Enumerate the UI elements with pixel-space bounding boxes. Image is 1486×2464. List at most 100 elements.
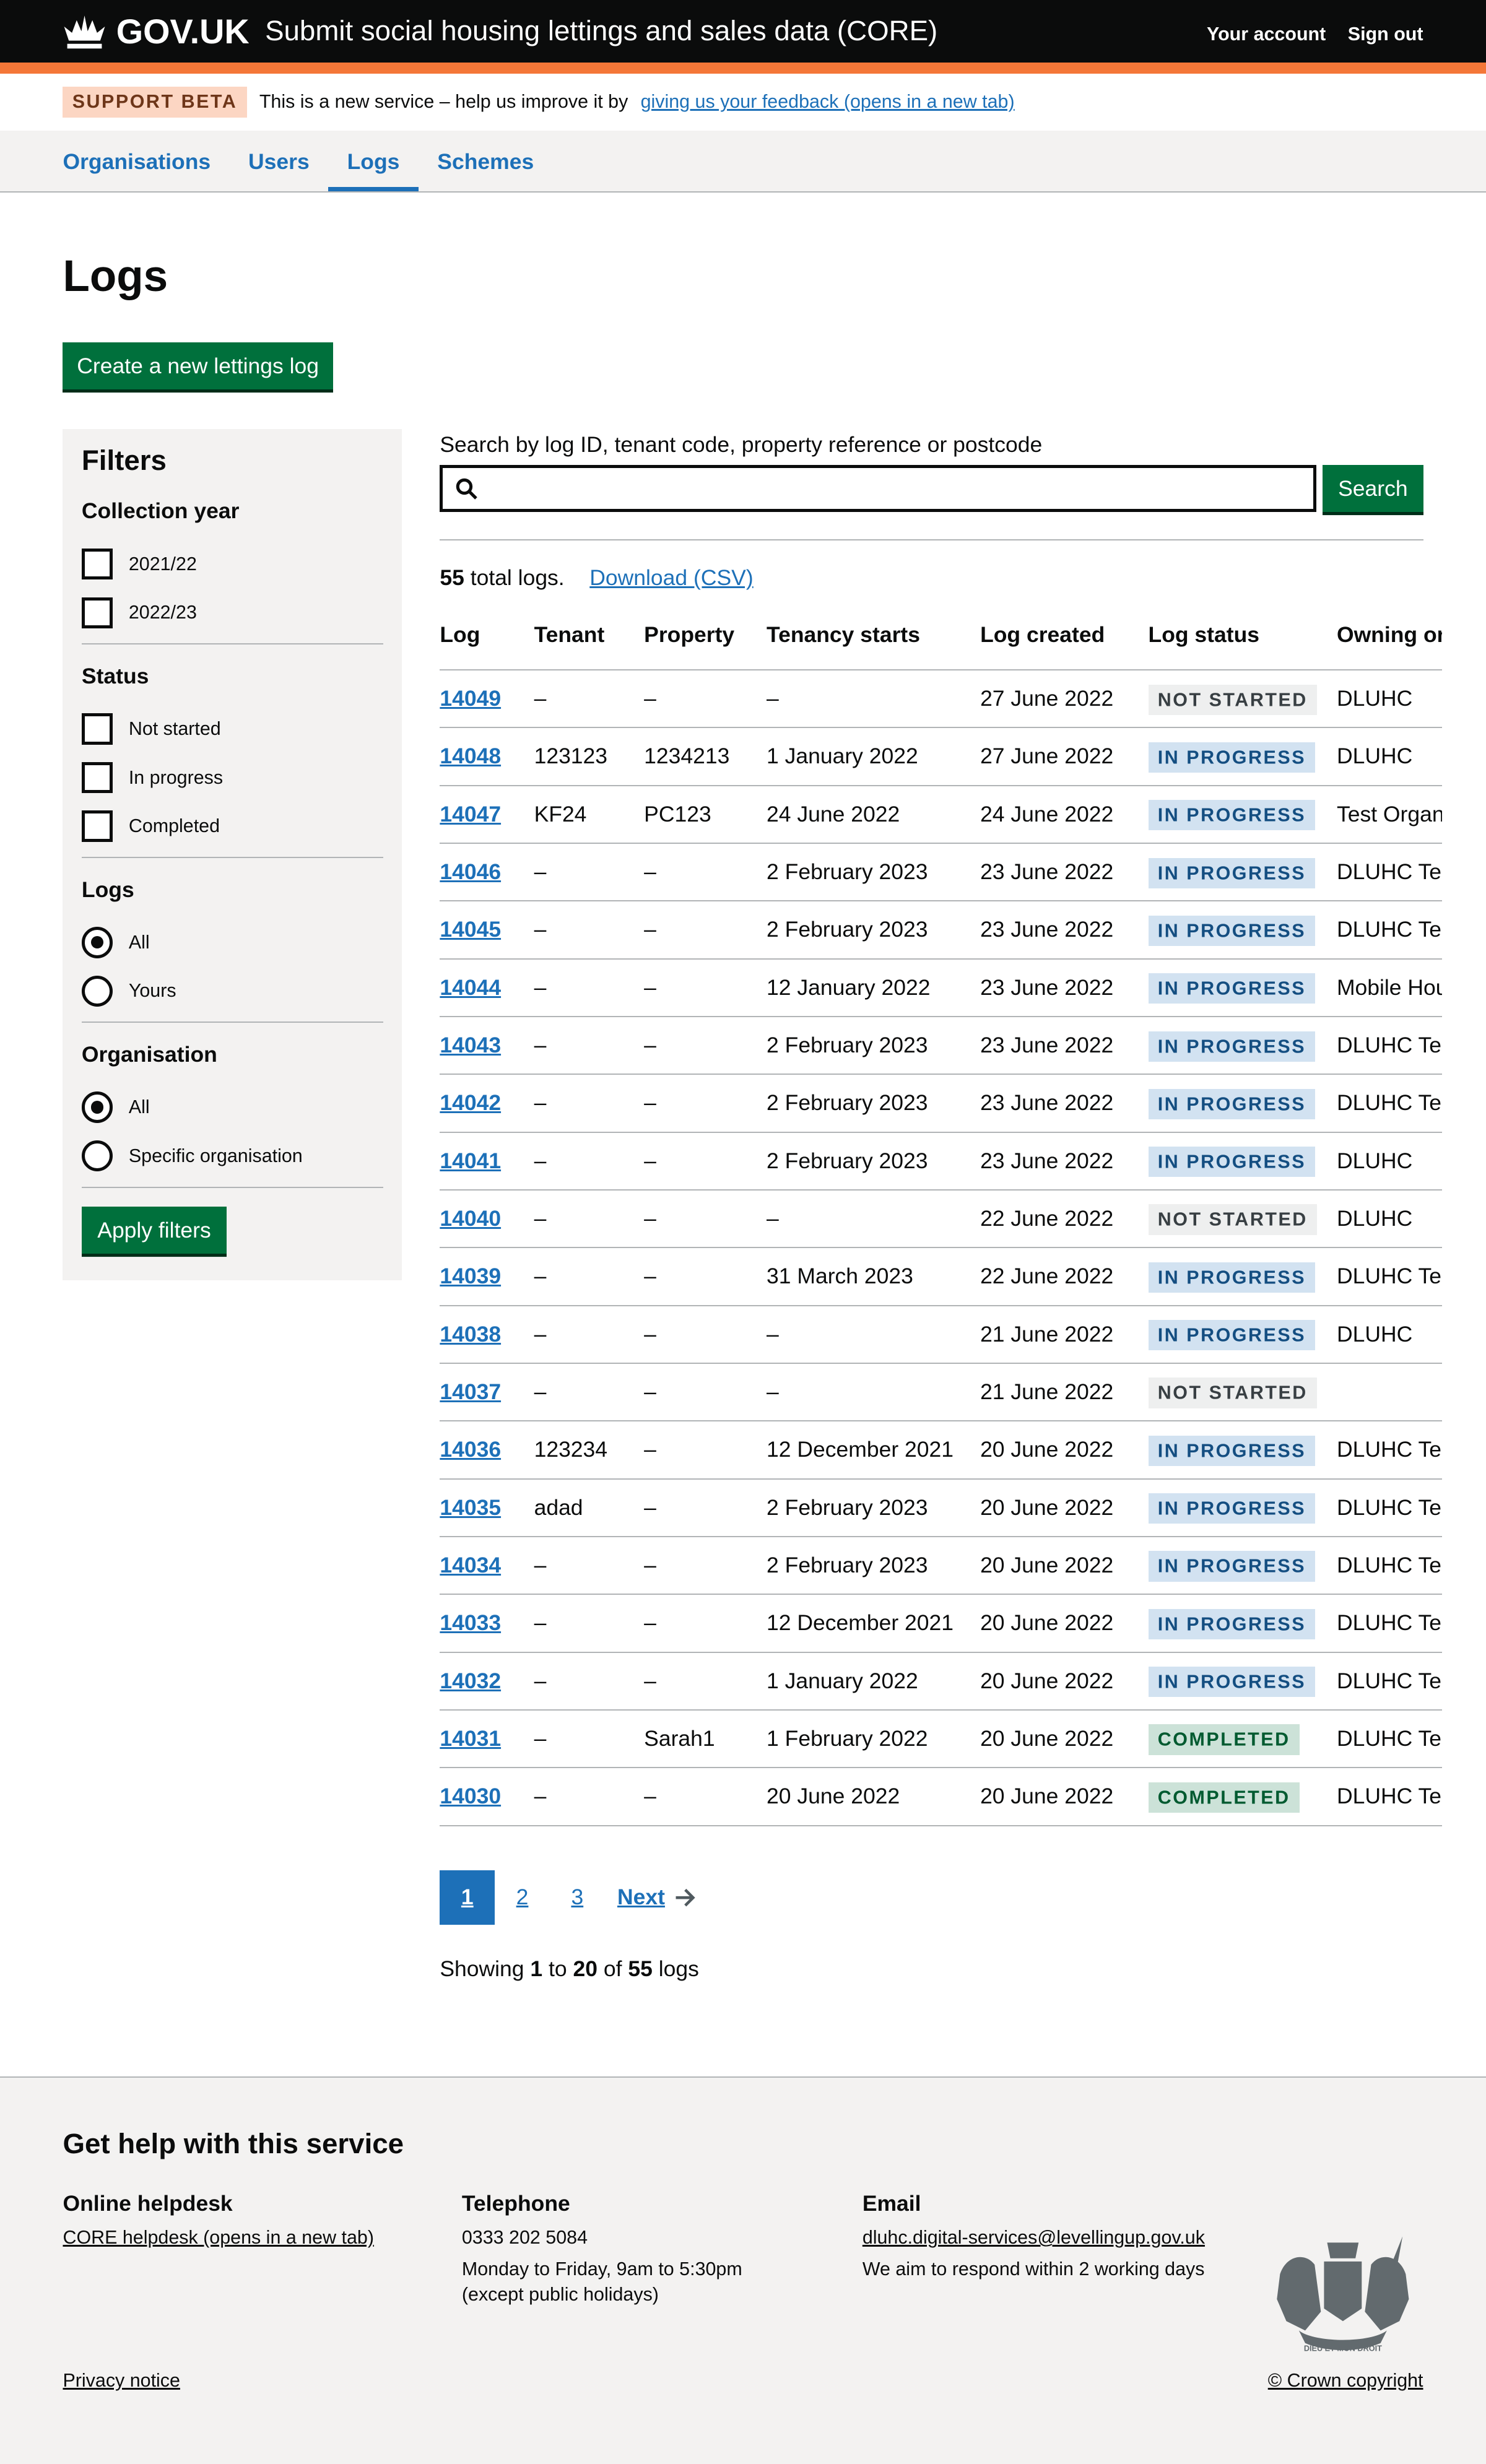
- nav-logs[interactable]: Logs: [328, 131, 419, 192]
- table-cell: –: [534, 1709, 645, 1769]
- log-link[interactable]: 14047: [440, 801, 502, 826]
- status-cell: IN PROGRESS: [1148, 1594, 1337, 1653]
- search-label: Search by log ID, tenant code, property …: [440, 432, 1043, 457]
- table-cell: 20 June 2022: [767, 1768, 981, 1826]
- log-link[interactable]: 14031: [440, 1726, 502, 1751]
- table-cell: Sarah1: [644, 1709, 767, 1769]
- table-row: 14038– – –21 June 2022 IN PROGRESS DLUHC: [440, 1305, 1442, 1364]
- log-link[interactable]: 14041: [440, 1148, 502, 1173]
- page-1-link[interactable]: 1: [440, 1870, 495, 1925]
- table-cell: DLUHC Tes: [1336, 1594, 1442, 1653]
- table-row: 14033– –12 December 2021 20 June 2022 IN PR…: [440, 1594, 1442, 1653]
- log-id-cell: 14043: [440, 1016, 534, 1075]
- radio[interactable]: [81, 1140, 113, 1172]
- table-cell: 20 June 2022: [980, 1594, 1149, 1653]
- arrow-right-icon[interactable]: [674, 1888, 697, 1907]
- radio[interactable]: [81, 926, 113, 958]
- log-link[interactable]: 14049: [440, 686, 502, 711]
- log-link[interactable]: 14039: [440, 1264, 502, 1289]
- govuk-logo[interactable]: GOV.UK Submit social housing lettings an…: [63, 11, 937, 51]
- feedback-link[interactable]: giving us your feedback (opens in a new …: [640, 91, 1015, 113]
- crown-icon: [64, 15, 105, 49]
- log-id-cell: 14046: [440, 843, 534, 902]
- log-link[interactable]: 14040: [440, 1206, 502, 1231]
- table-row: 14031 – Sarah1 1 February 2022 20 June 2022 C…: [440, 1709, 1442, 1769]
- checkbox-2021-22[interactable]: 2021/22: [81, 540, 383, 589]
- radio-logs-all[interactable]: All: [81, 918, 383, 967]
- nav-organisations[interactable]: Organisations: [63, 149, 211, 174]
- log-link[interactable]: 14030: [440, 1784, 502, 1809]
- table-cell: DLUHC Tes: [1336, 1074, 1442, 1133]
- apply-filters-button[interactable]: Apply filters: [81, 1206, 227, 1254]
- table-cell: 24 June 2022: [767, 785, 981, 844]
- sign-out-link[interactable]: Sign out: [1347, 24, 1423, 45]
- radio-org-all[interactable]: All: [81, 1083, 383, 1132]
- status-badge: IN PROGRESS: [1148, 1667, 1316, 1698]
- your-account-link[interactable]: Your account: [1207, 24, 1326, 45]
- status-cell: IN PROGRESS: [1148, 1305, 1337, 1364]
- status-cell: NOT STARTED: [1148, 669, 1337, 729]
- checkbox[interactable]: [81, 761, 113, 794]
- log-link[interactable]: 14036: [440, 1437, 502, 1462]
- status-badge: IN PROGRESS: [1148, 1031, 1316, 1062]
- download-csv-link[interactable]: Download (CSV): [589, 565, 754, 591]
- checkbox-not-started[interactable]: Not started: [81, 705, 383, 753]
- log-link[interactable]: 14044: [440, 974, 502, 1000]
- table-cell: –: [644, 901, 767, 960]
- log-link[interactable]: 14046: [440, 859, 502, 885]
- table-cell: DLUHC: [1336, 727, 1442, 786]
- page-2-link[interactable]: 2: [516, 1885, 529, 1910]
- log-link[interactable]: 14042: [440, 1090, 502, 1116]
- nav-schemes[interactable]: Schemes: [437, 149, 534, 174]
- status-cell: IN PROGRESS: [1148, 1478, 1337, 1537]
- table-cell: 2 February 2023: [767, 901, 981, 960]
- radio[interactable]: [81, 975, 113, 1007]
- log-link[interactable]: 14035: [440, 1494, 502, 1520]
- page-3-link[interactable]: 3: [571, 1885, 584, 1910]
- email-link[interactable]: dluhc.digital-services@levellingup.gov.u…: [862, 2227, 1205, 2249]
- table-cell: 31 March 2023: [767, 1247, 981, 1306]
- checkbox[interactable]: [81, 597, 113, 629]
- table-cell: –: [644, 1536, 767, 1595]
- search-input[interactable]: [440, 465, 1316, 513]
- table-row: 14042– –2 February 2023 23 June 2022 IN PRO…: [440, 1074, 1442, 1133]
- next-page-link[interactable]: Next: [617, 1885, 665, 1910]
- option-label: In progress: [128, 766, 224, 788]
- search-button[interactable]: Search: [1323, 465, 1423, 513]
- crest-motto: DIEU ET MON DROIT: [1304, 2344, 1382, 2353]
- nav-users[interactable]: Users: [248, 149, 310, 174]
- radio-logs-yours[interactable]: Yours: [81, 967, 383, 1016]
- log-link[interactable]: 14032: [440, 1668, 502, 1693]
- crown-copyright-link[interactable]: © Crown copyright: [1267, 2369, 1423, 2391]
- table-row: 14030– –20 June 2022 20 June 2022 COMPLETED…: [440, 1768, 1442, 1826]
- privacy-notice-link[interactable]: Privacy notice: [63, 2369, 180, 2391]
- checkbox[interactable]: [81, 548, 113, 580]
- log-link[interactable]: 14048: [440, 744, 502, 769]
- table-cell: –: [534, 1536, 645, 1595]
- phase-banner: SUPPORT BETA This is a new service – hel…: [0, 74, 1486, 130]
- telephone-hours: Monday to Friday, 9am to 5:30pm: [461, 2258, 742, 2280]
- create-lettings-log-button[interactable]: Create a new lettings log: [63, 342, 333, 390]
- checkbox[interactable]: [81, 810, 113, 842]
- log-link[interactable]: 14037: [440, 1379, 502, 1405]
- log-link[interactable]: 14045: [440, 917, 502, 942]
- log-link[interactable]: 14038: [440, 1321, 502, 1347]
- radio-org-specific[interactable]: Specific organisation: [81, 1132, 383, 1181]
- checkbox-completed[interactable]: Completed: [81, 802, 383, 851]
- checkbox[interactable]: [81, 713, 113, 745]
- service-name[interactable]: Submit social housing lettings and sales…: [265, 15, 938, 47]
- column-header: Tenant: [534, 622, 645, 670]
- log-id-cell: 14034: [440, 1536, 534, 1595]
- status-badge: IN PROGRESS: [1148, 742, 1316, 773]
- log-link[interactable]: 14034: [440, 1553, 502, 1578]
- checkbox-in-progress[interactable]: In progress: [81, 753, 383, 802]
- table-cell: DLUHC: [1336, 1132, 1442, 1191]
- checkbox-2022-23[interactable]: 2022/23: [81, 588, 383, 637]
- filters-panel: Filters Collection year 2021/22 2022/23 …: [63, 428, 402, 1280]
- status-label: Status: [81, 663, 149, 688]
- helpdesk-link[interactable]: CORE helpdesk (opens in a new tab): [63, 2227, 374, 2249]
- table-cell: DLUHC: [1336, 1305, 1442, 1364]
- log-link[interactable]: 14033: [440, 1610, 502, 1636]
- log-link[interactable]: 14043: [440, 1033, 502, 1058]
- radio[interactable]: [81, 1091, 113, 1123]
